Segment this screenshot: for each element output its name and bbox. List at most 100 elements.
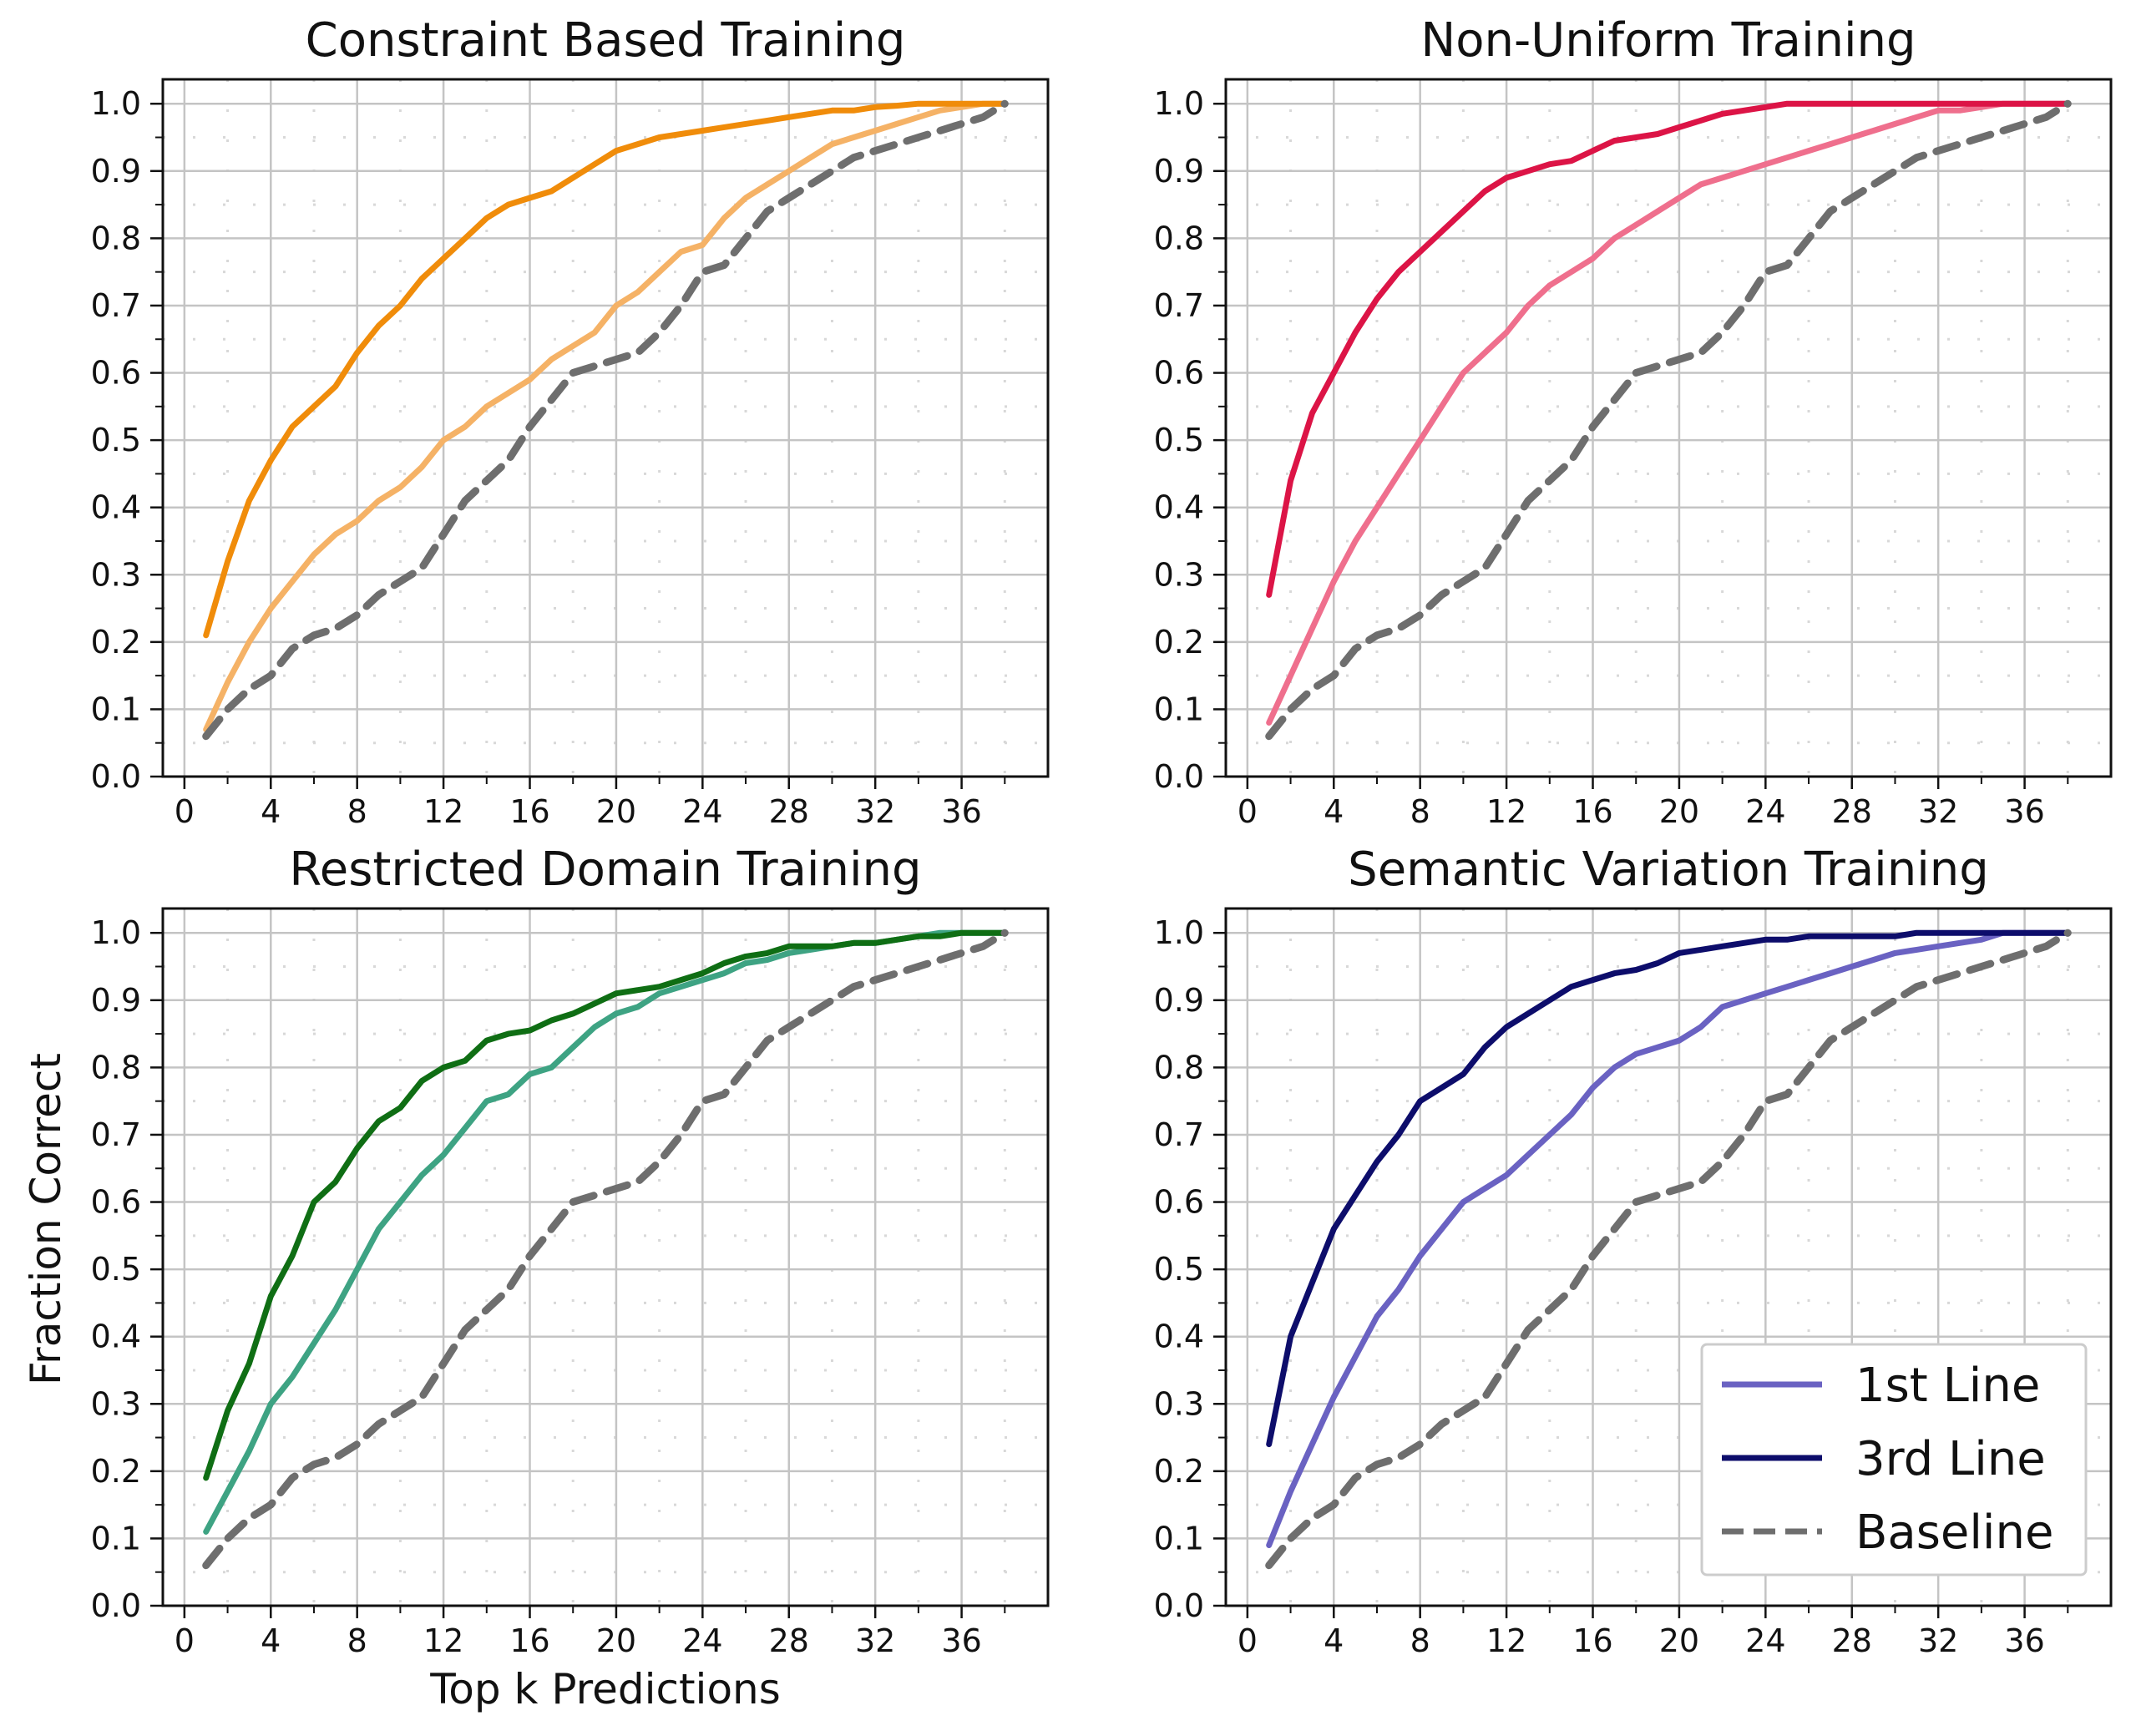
tick-label-x: 20 [1659, 793, 1699, 830]
tick-label-y: 0.8 [91, 220, 141, 256]
series-line-baseline [1265, 99, 2072, 741]
tick-label-y: 0.6 [1154, 1184, 1204, 1221]
tick-label-x: 28 [769, 1622, 809, 1659]
plot-frame [161, 907, 1050, 1607]
series-line-baseline [202, 99, 1009, 741]
tick-label-x: 28 [1832, 793, 1872, 830]
tick-label-x: 20 [596, 1622, 636, 1659]
tick-label-x: 4 [261, 1622, 281, 1659]
tick-label-x: 12 [423, 793, 463, 830]
y-axis-label: Fraction Correct [22, 1053, 70, 1385]
tick-label-y: 0.2 [1154, 624, 1204, 660]
panel-title: Restricted Domain Training [289, 843, 921, 897]
legend-box [1700, 1343, 2088, 1577]
series-line-1st-line [1266, 100, 2071, 726]
plot-frame [1224, 907, 2113, 1607]
tick-label-x: 24 [682, 1622, 722, 1659]
tick-label-y: 0.8 [1154, 220, 1204, 256]
tick-label-y: 0.3 [91, 1385, 141, 1422]
panel-constraint-based-training: 0 4 8 12 16 20 24 28 32 36 0.0 0.1 0.2 0.3 0.4 0.5 0.6 0.… [91, 13, 1050, 830]
tick-label-y: 0.7 [91, 1116, 141, 1153]
tick-label-y: 0.2 [91, 624, 141, 660]
tick-label-y: 0.7 [1154, 1116, 1204, 1153]
tick-label-x: 32 [1918, 1622, 1958, 1659]
tick-label-y: 0.1 [91, 691, 141, 727]
tick-label-y: 0.4 [91, 489, 141, 526]
tick-label-x: 28 [769, 793, 809, 830]
series-line-3rd-line [203, 100, 1008, 639]
legend-label-1st-line: 1st Line [1855, 1359, 2040, 1413]
tick-label-x: 0 [1238, 793, 1258, 830]
series-line-1st-line [203, 100, 1008, 733]
tick-label-x: 8 [347, 793, 367, 830]
tick-label-y: 0.9 [1154, 153, 1204, 190]
panel-title: Semantic Variation Training [1348, 843, 1989, 897]
tick-label-y: 0.4 [1154, 489, 1204, 526]
legend: 1st Line 3rd Line Baseline [1700, 1343, 2088, 1577]
tick-label-x: 32 [1918, 793, 1958, 830]
tick-label-x: 4 [261, 793, 281, 830]
tick-label-y: 0.7 [91, 287, 141, 324]
tick-label-x: 36 [941, 1622, 981, 1659]
tick-label-x: 12 [1486, 1622, 1526, 1659]
tick-label-y: 0.9 [91, 982, 141, 1019]
tick-label-x: 8 [1410, 1622, 1430, 1659]
tick-label-y: 0.6 [1154, 355, 1204, 392]
tick-label-x: 32 [855, 1622, 895, 1659]
series-line-baseline [202, 929, 1009, 1570]
tick-label-x: 28 [1832, 1622, 1872, 1659]
tick-label-y: 0.0 [91, 758, 141, 795]
tick-label-y: 0.1 [1154, 691, 1204, 727]
tick-label-y: 1.0 [91, 914, 141, 951]
tick-label-x: 24 [1745, 793, 1785, 830]
tick-label-y: 0.5 [1154, 1251, 1204, 1288]
tick-label-x: 16 [1572, 793, 1612, 830]
tick-label-y: 0.7 [1154, 287, 1204, 324]
tick-label-y: 0.6 [91, 1184, 141, 1221]
tick-label-x: 20 [1659, 1622, 1699, 1659]
plot-frame [1224, 78, 2113, 778]
tick-label-y: 0.9 [1154, 982, 1204, 1019]
tick-label-y: 0.3 [91, 556, 141, 593]
chart-panels: 0 4 8 12 16 20 24 28 32 36 0.0 0.1 0.2 0.3 0.4 0.5 0.6 0.… [91, 13, 2113, 1659]
tick-label-y: 0.3 [1154, 556, 1204, 593]
tick-label-y: 0.5 [91, 1251, 141, 1288]
tick-label-y: 0.9 [91, 153, 141, 190]
tick-label-x: 36 [941, 793, 981, 830]
tick-label-y: 0.2 [91, 1453, 141, 1490]
plot-area [163, 908, 1048, 1606]
series-line-1st-line [1266, 929, 2071, 1548]
tick-label-y: 0.1 [1154, 1520, 1204, 1556]
tick-label-x: 4 [1324, 793, 1344, 830]
series-line-3rd-line [203, 929, 1008, 1481]
tick-label-x: 8 [347, 1622, 367, 1659]
tick-label-x: 0 [1238, 1622, 1258, 1659]
tick-label-y: 0.5 [1154, 422, 1204, 458]
tick-label-x: 16 [509, 793, 549, 830]
tick-label-y: 0.0 [91, 1587, 141, 1624]
panel-title: Constraint Based Training [306, 13, 906, 68]
panel-title: Non-Uniform Training [1420, 13, 1916, 68]
tick-label-x: 0 [175, 793, 195, 830]
tick-label-y: 0.2 [1154, 1453, 1204, 1490]
tick-label-y: 0.0 [1154, 758, 1204, 795]
tick-label-x: 20 [596, 793, 636, 830]
plot-area [163, 79, 1048, 777]
tick-label-y: 0.3 [1154, 1385, 1204, 1422]
tick-label-y: 0.8 [91, 1049, 141, 1086]
series-line-3rd-line [1266, 100, 2071, 598]
tick-label-y: 1.0 [91, 85, 141, 122]
x-axis-label: Top k Predictions [429, 1665, 781, 1713]
tick-label-x: 36 [2004, 1622, 2044, 1659]
tick-label-x: 32 [855, 793, 895, 830]
tick-label-y: 0.5 [91, 422, 141, 458]
tick-label-y: 0.1 [91, 1520, 141, 1556]
panel-non-uniform-training: 0 4 8 12 16 20 24 28 32 36 0.0 0.1 0.2 0.3 0.4 0.5 0.6 0.… [1154, 13, 2113, 830]
panel-restricted-domain-training: 0 4 8 12 16 20 24 28 32 36 0.0 0.1 0.2 0.3 0.4 0.5 0.6 0.… [91, 843, 1050, 1659]
tick-label-x: 0 [175, 1622, 195, 1659]
tick-label-x: 12 [423, 1622, 463, 1659]
tick-label-x: 16 [1572, 1622, 1612, 1659]
tick-label-y: 0.0 [1154, 1587, 1204, 1624]
tick-label-x: 4 [1324, 1622, 1344, 1659]
tick-label-y: 1.0 [1154, 85, 1204, 122]
